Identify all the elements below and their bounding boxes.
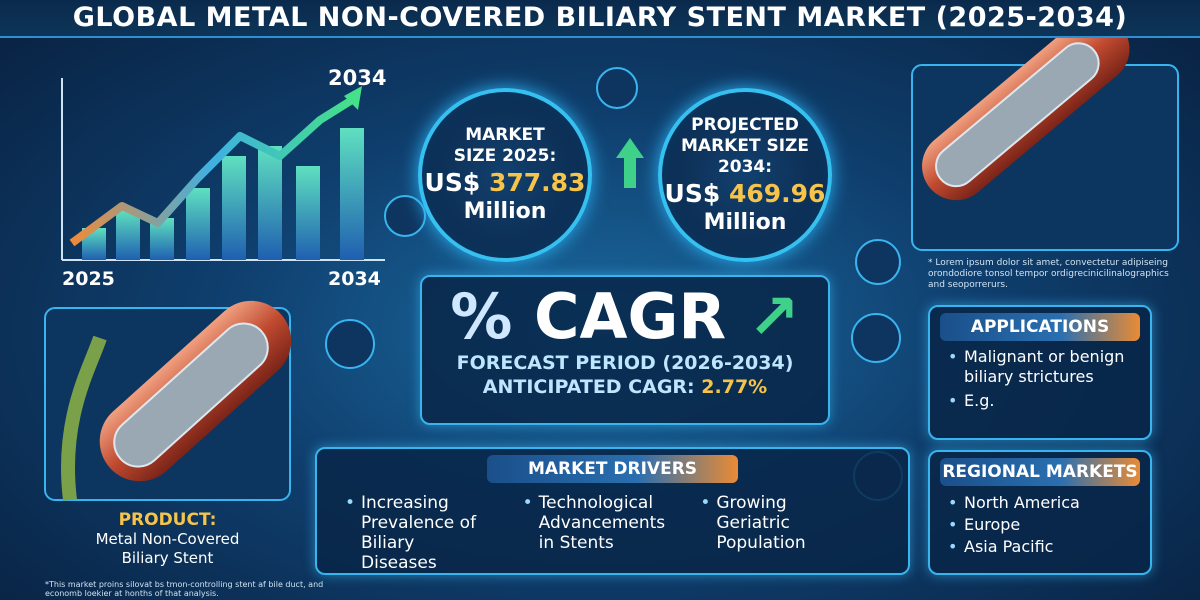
decoration	[935, 42, 1100, 188]
decoration	[113, 322, 269, 468]
value: 469.96	[728, 178, 826, 208]
regional-list: North AmericaEuropeAsia Pacific	[948, 492, 1140, 558]
cagr-panel: % CAGR ↗ FORECAST PERIOD (2026-2034) ANT…	[420, 275, 830, 425]
anticipated-value: 2.77%	[701, 376, 768, 398]
stent-image	[922, 38, 1130, 201]
list-item: Malignant or benign biliary strictures	[948, 347, 1140, 387]
icon	[384, 195, 426, 237]
applications-panel: APPLICATIONS Malignant or benign biliary…	[928, 305, 1152, 440]
market-size-circle: MARKET SIZE 2025: US$ 377.83 Million	[418, 88, 592, 262]
icon	[851, 313, 901, 363]
duct	[60, 335, 107, 501]
list-item: Increasing Prevalence of Biliary Disease…	[345, 493, 493, 573]
forecast-period: FORECAST PERIOD (2026-2034)	[456, 352, 794, 374]
regional-heading: REGIONAL MARKETS	[940, 458, 1140, 486]
list-item: Asia Pacific	[948, 536, 1140, 558]
image-note: * Lorem ipsum dolor sit amet, convectetu…	[928, 258, 1169, 290]
regional-panel: REGIONAL MARKETS North AmericaEuropeAsia…	[928, 450, 1152, 575]
list-item: E.g.	[948, 391, 1140, 411]
label: PROJECTED MARKET SIZE 2034:	[681, 114, 809, 177]
decoration	[258, 146, 282, 260]
unit: Million	[703, 209, 787, 235]
anticipated-label: ANTICIPATED CAGR:	[482, 376, 695, 398]
value-line: US$ 469.96	[662, 178, 828, 210]
footnote: *This market proins silovat bs tmon-cont…	[45, 580, 324, 598]
cagr-title: CAGR	[534, 280, 727, 353]
up-arrow	[616, 138, 644, 188]
decoration	[340, 128, 364, 260]
product-block: PRODUCT: Metal Non-Covered Biliary Stent	[45, 510, 290, 568]
mini-chart	[61, 78, 385, 261]
icon	[325, 319, 375, 369]
list-item: Growing Geriatric Population	[700, 493, 848, 573]
decoration	[116, 210, 140, 260]
decoration	[296, 166, 320, 260]
list-item: Europe	[948, 514, 1140, 536]
cagr-heading: % CAGR ↗	[450, 280, 800, 353]
projected-size-circle: PROJECTED MARKET SIZE 2034: US$ 469.96 M…	[658, 88, 832, 262]
anticipated-line: ANTICIPATED CAGR: 2.77%	[422, 375, 828, 399]
decoration	[186, 188, 210, 260]
product-name: Metal Non-Covered Biliary Stent	[95, 530, 240, 567]
drivers-list: Increasing Prevalence of Biliary Disease…	[345, 493, 848, 573]
decorations	[44, 38, 1179, 501]
label: MARKET SIZE 2025:	[453, 125, 557, 166]
list-item: Technological Advancements in Stents	[523, 493, 671, 573]
value: 377.83	[488, 168, 586, 197]
prefix: US$	[424, 168, 481, 197]
list-item: North America	[948, 492, 1140, 514]
decoration	[69, 96, 355, 247]
title: GLOBAL METAL NON-COVERED BILIARY STENT M…	[0, 0, 1200, 38]
stent-image	[99, 300, 292, 482]
x-end-label: 2034	[328, 268, 381, 290]
drivers-heading: MARKET DRIVERS	[487, 455, 738, 483]
product-label: PRODUCT:	[118, 510, 217, 530]
decoration	[222, 156, 246, 260]
prefix: US$	[664, 178, 721, 208]
icon	[855, 239, 901, 285]
unit: Million	[463, 199, 547, 224]
icon	[596, 67, 638, 109]
applications-list: Malignant or benign biliary strictures E.…	[948, 347, 1140, 415]
drivers-panel: MARKET DRIVERS Increasing Prevalence of …	[315, 447, 910, 575]
value-line: US$ 377.83	[422, 167, 588, 199]
applications-heading: APPLICATIONS	[940, 313, 1140, 341]
decoration	[344, 86, 362, 110]
x-start-label: 2025	[62, 268, 115, 290]
chart-end-label: 2034	[328, 66, 387, 90]
percent-symbol: %	[450, 280, 513, 353]
